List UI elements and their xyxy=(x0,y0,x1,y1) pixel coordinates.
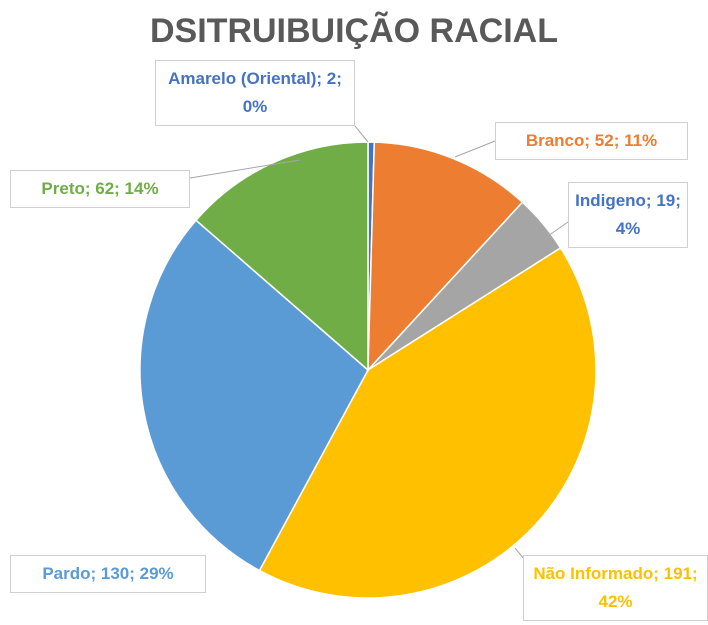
data-label: Preto; 62; 14% xyxy=(10,170,190,208)
pie-slice xyxy=(195,141,369,372)
data-label: Branco; 52; 11% xyxy=(495,122,688,160)
leader-line xyxy=(189,159,301,179)
chart-title: DSITRUIBUIÇÃO RACIAL xyxy=(150,12,558,50)
leader-line xyxy=(454,140,496,158)
data-label: Amarelo (Oriental); 2; 0% xyxy=(155,60,355,126)
data-label: Não Informado; 191; 42% xyxy=(523,555,708,621)
data-label: Indigeno; 19; 4% xyxy=(568,182,688,248)
pie-slice xyxy=(258,246,597,599)
pie-slice xyxy=(139,219,369,572)
pie-slice xyxy=(367,141,524,372)
leader-line xyxy=(354,125,369,143)
leader-line xyxy=(547,221,569,237)
data-label: Pardo; 130; 29% xyxy=(10,555,206,593)
